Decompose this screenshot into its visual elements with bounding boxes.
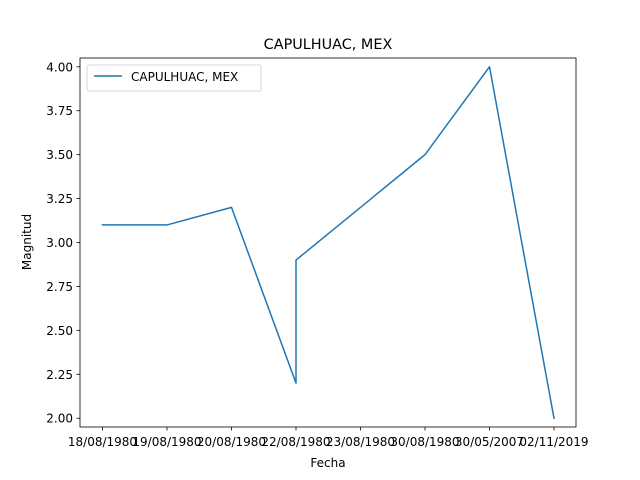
y-axis-label: Magnitud [20,214,34,270]
legend-series-label: CAPULHUAC, MEX [131,70,238,84]
y-tick-label: 3.75 [46,104,73,118]
legend-box [86,64,262,92]
x-axis-label: Fecha [310,456,345,470]
x-tick-label: 22/08/1980 [261,435,330,449]
y-tick-label: 3.50 [46,148,73,162]
x-tick-label: 23/08/1980 [326,435,395,449]
x-tick-label: 30/05/2007 [455,435,524,449]
x-tick-label: 19/08/1980 [132,435,201,449]
x-tick-label: 20/08/1980 [197,435,266,449]
y-tick-label: 3.00 [46,236,73,250]
y-tick-label: 4.00 [46,60,73,74]
chart-title: CAPULHUAC, MEX [264,37,393,53]
legend: CAPULHUAC, MEX [86,64,262,92]
x-tick-label: 02/11/2019 [519,435,588,449]
y-tick-label: 2.00 [46,412,73,426]
y-tick-label: 2.25 [46,368,73,382]
series-line-0 [101,66,555,420]
y-tick-label: 3.25 [46,192,73,206]
y-tick-label: 2.50 [46,324,73,338]
y-tick-label: 2.75 [46,280,73,294]
x-tick-label: 30/08/1980 [390,435,459,449]
x-tick-label: 18/08/1980 [68,435,137,449]
